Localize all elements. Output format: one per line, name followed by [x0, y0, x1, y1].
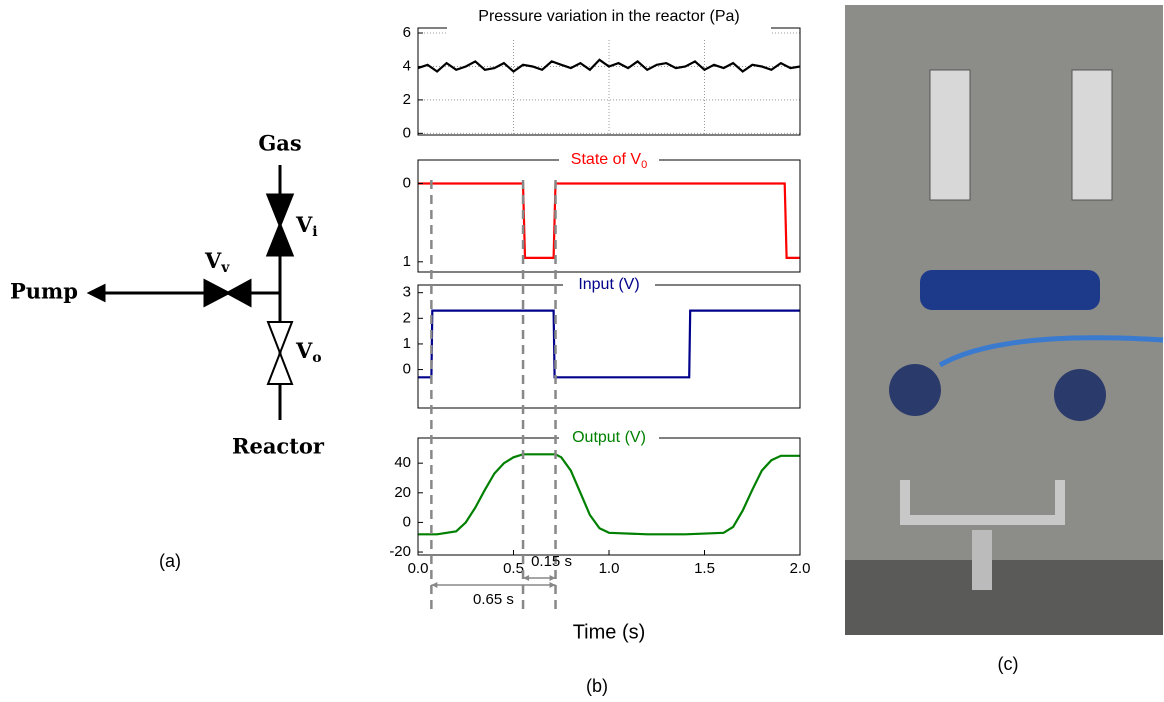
diagram-label: Vo [295, 338, 322, 367]
title-backing [447, 18, 771, 38]
valve-vi [265, 193, 295, 230]
plot-frame [417, 159, 801, 273]
y-tick-label: 4 [403, 57, 411, 74]
signal-line [418, 453, 800, 536]
title-backing [559, 150, 659, 170]
title-backing [559, 428, 659, 448]
arrow-head [523, 575, 530, 581]
panel-title: Pressure variation in the reactor (Pa) [478, 8, 739, 25]
panel-title-text: Pressure variation in the reactor (Pa) [478, 8, 739, 25]
panel-title: Output (V) [572, 429, 646, 446]
diagram-label: Pump [10, 279, 78, 304]
diagram-label: Vi [295, 212, 318, 241]
y-tick-label: 2 [403, 91, 411, 108]
y-tick-label: 0 [403, 174, 411, 191]
panel-title-text: Input (V) [578, 276, 639, 293]
diagram-label: Vv [204, 248, 230, 277]
panel-label: (b) [586, 676, 608, 696]
valve-vv [203, 278, 232, 308]
arrow-head [549, 575, 556, 581]
annotation: 0.65 s [473, 591, 514, 608]
y-tick-label: 6 [403, 24, 411, 41]
y-tick-label: 1 [403, 335, 411, 352]
valve-diagram [86, 165, 295, 420]
annotation: 0.15 s [531, 553, 572, 570]
diagram-label: Reactor [232, 434, 325, 459]
valve-vi [265, 220, 295, 257]
y-tick-label: 0 [403, 124, 411, 141]
x-axis-title: Time (s) [573, 621, 646, 643]
x-tick-label: 1.0 [599, 560, 620, 577]
y-tick-label: 40 [394, 454, 411, 471]
panel-title-text: Output (V) [572, 429, 646, 446]
diagram-label: Gas [258, 131, 301, 156]
y-tick-label: 0 [403, 513, 411, 530]
plot-frame [417, 284, 801, 409]
arrow-head [549, 582, 556, 588]
panel-label: (c) [998, 654, 1019, 674]
y-tick-label: -20 [389, 543, 411, 560]
valve-vv [224, 278, 252, 308]
valve-vo [266, 350, 294, 385]
arrow-head [86, 283, 106, 303]
y-tick-label: 1 [403, 253, 411, 270]
panel-title-text: State of V [571, 151, 642, 168]
panel-title: Input (V) [578, 276, 639, 293]
x-tick-label: 0.0 [408, 560, 429, 577]
panel-title: State of V0 [571, 151, 647, 171]
x-tick-label: 2.0 [790, 560, 811, 577]
x-tick-label: 1.5 [694, 560, 715, 577]
signal-line [418, 309, 800, 379]
signal-line [417, 58, 801, 73]
y-tick-label: 0 [403, 361, 411, 378]
panel-title-sub: 0 [641, 159, 647, 171]
x-tick-label: 0.5 [503, 560, 524, 577]
y-tick-label: 3 [403, 284, 411, 301]
plot-frame [417, 437, 801, 556]
y-tick-label: 20 [394, 484, 411, 501]
arrow-head [431, 582, 438, 588]
y-tick-label: 2 [403, 309, 411, 326]
photo [845, 5, 1164, 635]
panel-label: (a) [159, 551, 181, 571]
signal-line [418, 182, 800, 259]
title-backing [563, 275, 655, 295]
valve-vo [266, 321, 294, 356]
